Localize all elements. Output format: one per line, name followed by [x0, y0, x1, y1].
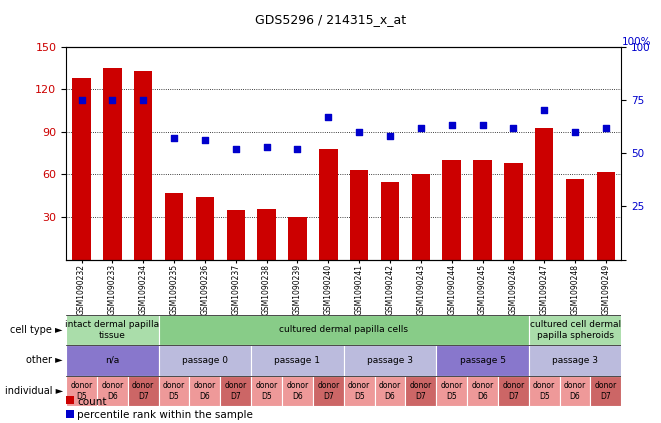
Text: intact dermal papilla
tissue: intact dermal papilla tissue	[65, 320, 159, 340]
Bar	[220, 376, 251, 406]
Text: donor
D7: donor D7	[410, 381, 432, 401]
Text: donor
D5: donor D5	[441, 381, 463, 401]
Text: passage 3: passage 3	[367, 356, 413, 365]
Text: other ►: other ►	[26, 355, 63, 365]
Point	[508, 124, 519, 131]
Point	[107, 96, 118, 103]
Text: donor
D5: donor D5	[256, 381, 278, 401]
Bar	[319, 149, 338, 260]
Text: donor
D5: donor D5	[163, 381, 185, 401]
Text: donor
D7: donor D7	[132, 381, 154, 401]
Bar	[159, 376, 190, 406]
Text: donor
D6: donor D6	[471, 381, 494, 401]
Point	[261, 143, 272, 150]
Text: donor
D7: donor D7	[502, 381, 524, 401]
Text: cultured cell dermal
papilla spheroids: cultured cell dermal papilla spheroids	[529, 320, 621, 340]
Bar	[375, 376, 405, 406]
Bar	[436, 376, 467, 406]
Text: passage 0: passage 0	[182, 356, 228, 365]
Text: 100%: 100%	[621, 36, 651, 47]
Bar	[251, 376, 282, 406]
Bar	[529, 345, 621, 376]
Point	[446, 122, 457, 129]
Text: donor
D7: donor D7	[317, 381, 339, 401]
Bar	[282, 376, 313, 406]
Bar	[165, 193, 183, 260]
Bar	[350, 170, 368, 260]
Bar	[412, 174, 430, 260]
Bar	[566, 179, 584, 260]
Point	[477, 122, 488, 129]
Text: count: count	[77, 397, 107, 407]
Point	[570, 129, 580, 135]
Bar	[128, 376, 159, 406]
Text: GDS5296 / 214315_x_at: GDS5296 / 214315_x_at	[255, 13, 406, 26]
Text: donor
D6: donor D6	[194, 381, 216, 401]
Text: donor
D6: donor D6	[564, 381, 586, 401]
Bar	[498, 376, 529, 406]
Text: passage 3: passage 3	[552, 356, 598, 365]
Point	[354, 129, 364, 135]
Bar	[159, 345, 251, 376]
Text: percentile rank within the sample: percentile rank within the sample	[77, 410, 253, 420]
Text: passage 1: passage 1	[274, 356, 321, 365]
Text: individual ►: individual ►	[5, 386, 63, 396]
Bar	[344, 345, 436, 376]
Bar	[134, 71, 153, 260]
Bar	[251, 345, 344, 376]
Point	[292, 146, 303, 152]
Point	[169, 135, 179, 142]
Bar	[529, 376, 560, 406]
Bar	[473, 160, 492, 260]
Text: n/a: n/a	[105, 356, 120, 365]
Bar	[103, 68, 122, 260]
Bar	[257, 209, 276, 260]
Bar	[535, 128, 553, 260]
Text: donor
D5: donor D5	[533, 381, 555, 401]
Bar	[97, 376, 128, 406]
Text: donor
D5: donor D5	[71, 381, 93, 401]
Bar	[504, 163, 523, 260]
Bar	[436, 345, 529, 376]
Bar	[196, 197, 214, 260]
Bar	[227, 210, 245, 260]
Bar	[159, 315, 529, 345]
Text: donor
D7: donor D7	[225, 381, 247, 401]
Text: donor
D7: donor D7	[595, 381, 617, 401]
Text: passage 5: passage 5	[459, 356, 506, 365]
Point	[323, 113, 334, 120]
Bar	[313, 376, 344, 406]
Bar	[72, 78, 91, 260]
Point	[231, 146, 241, 152]
Bar	[405, 376, 436, 406]
Bar	[344, 376, 375, 406]
Bar	[190, 376, 220, 406]
Bar	[66, 345, 159, 376]
Point	[200, 137, 210, 144]
Point	[416, 124, 426, 131]
Bar	[66, 376, 97, 406]
Bar	[381, 181, 399, 260]
Text: cell type ►: cell type ►	[11, 325, 63, 335]
Bar	[66, 315, 159, 345]
Point	[385, 133, 395, 140]
Bar	[467, 376, 498, 406]
Point	[601, 124, 611, 131]
Text: donor
D6: donor D6	[101, 381, 124, 401]
Point	[539, 107, 549, 114]
Bar	[590, 376, 621, 406]
Point	[76, 96, 87, 103]
Text: donor
D6: donor D6	[286, 381, 309, 401]
Point	[138, 96, 149, 103]
Bar	[560, 376, 590, 406]
Text: donor
D6: donor D6	[379, 381, 401, 401]
Bar	[288, 217, 307, 260]
Text: donor
D5: donor D5	[348, 381, 370, 401]
Bar	[597, 172, 615, 260]
Text: cultured dermal papilla cells: cultured dermal papilla cells	[279, 325, 408, 335]
Bar	[442, 160, 461, 260]
Bar	[529, 315, 621, 345]
